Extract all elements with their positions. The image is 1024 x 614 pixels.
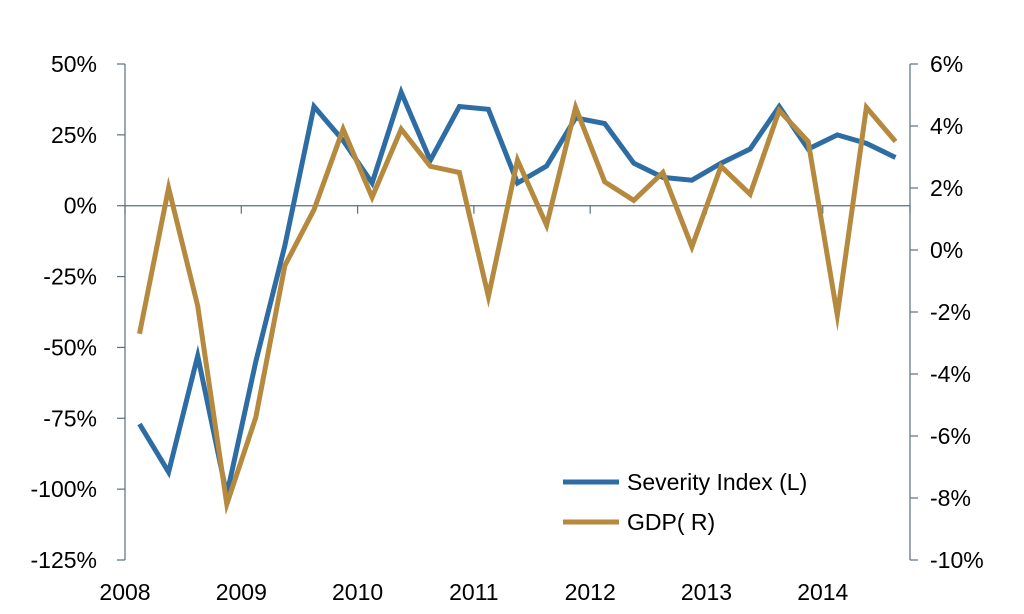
- right-tick-label: 0%: [930, 237, 963, 263]
- left-tick-label: -25%: [43, 264, 97, 290]
- right-tick-label: -10%: [930, 547, 984, 573]
- x-tick-label: 2013: [681, 579, 732, 605]
- left-tick-label: -100%: [31, 476, 97, 502]
- legend-label: Severity Index (L): [627, 469, 807, 495]
- x-tick-label: 2009: [216, 579, 267, 605]
- left-tick-label: 50%: [51, 51, 97, 77]
- right-tick-label: 6%: [930, 51, 963, 77]
- left-tick-label: 25%: [51, 122, 97, 148]
- x-tick-label: 2014: [797, 579, 848, 605]
- right-tick-label: 4%: [930, 113, 963, 139]
- x-tick-label: 2012: [565, 579, 616, 605]
- series-layer: [137, 85, 898, 515]
- left-tick-label: -50%: [43, 334, 97, 360]
- right-tick-label: -6%: [930, 423, 971, 449]
- right-tick-label: -4%: [930, 361, 971, 387]
- right-tick-label: -2%: [930, 299, 971, 325]
- x-tick-label: 2008: [99, 579, 150, 605]
- right-tick-label: 2%: [930, 175, 963, 201]
- legend-label: GDP( R): [627, 509, 715, 535]
- left-tick-label: -125%: [31, 547, 97, 573]
- x-tick-label: 2010: [332, 579, 383, 605]
- x-tick-label: 2011: [449, 579, 498, 605]
- series-line-severity-index: [137, 85, 897, 507]
- series-line-gdp: [137, 99, 898, 515]
- ticks: 50% 25% 0% -25% -50% -75% -100% -125% 6% 4% 2% 0% -2…: [31, 51, 984, 605]
- left-tick-label: 0%: [64, 193, 97, 219]
- right-tick-label: -8%: [930, 485, 971, 511]
- legend: Severity Index (L) GDP( R): [563, 469, 807, 535]
- left-tick-label: -75%: [43, 405, 97, 431]
